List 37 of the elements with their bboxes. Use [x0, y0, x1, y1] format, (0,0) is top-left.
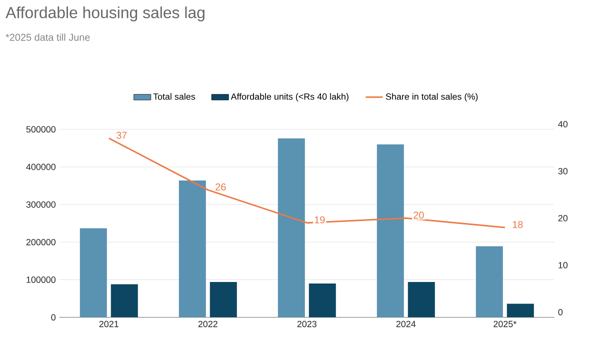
bar [506, 304, 534, 318]
bar [476, 246, 503, 318]
y-tick-label: 400000 [26, 164, 56, 170]
legend-label: Affordable units (<Rs 40 lakh) [230, 93, 348, 102]
legend-label: Total sales [153, 93, 196, 100]
bar [80, 228, 107, 318]
bar [376, 144, 404, 318]
x-tick-label: 2021 [99, 320, 118, 328]
chart-title: Affordable housing sales lag [6, 6, 204, 22]
bar [408, 282, 435, 318]
legend-label: Share in total sales (%) [386, 93, 478, 102]
y2-tick-label: 10 [558, 262, 568, 268]
data-label: 20 [414, 212, 424, 219]
line-series [108, 138, 506, 228]
y-tick-label: 100000 [26, 276, 56, 283]
y2-tick-label: 40 [558, 120, 568, 128]
y-tick-label: 500000 [26, 126, 56, 133]
x-tick-label: 2024 [396, 320, 416, 328]
chart-subtitle: *2025 data till June [6, 34, 90, 41]
y-tick-label: 0 [51, 314, 56, 320]
bar [308, 283, 336, 318]
y2-tick-label: 20 [558, 214, 568, 222]
y-tick-label: 200000 [26, 238, 56, 246]
x-tick-label: 2023 [297, 320, 316, 328]
data-label: 37 [116, 132, 127, 139]
bar [210, 282, 237, 318]
x-tick-label: 2025* [494, 320, 516, 328]
data-label: 26 [216, 183, 226, 190]
y2-tick-label: 0 [558, 308, 563, 316]
data-label: 18 [512, 221, 523, 228]
bar [278, 138, 305, 318]
bar [178, 180, 206, 318]
bar [110, 284, 138, 318]
x-tick-label: 2022 [198, 320, 218, 328]
y2-tick-label: 30 [558, 168, 568, 174]
y-tick-label: 300000 [26, 201, 56, 208]
data-label: 19 [314, 216, 325, 224]
